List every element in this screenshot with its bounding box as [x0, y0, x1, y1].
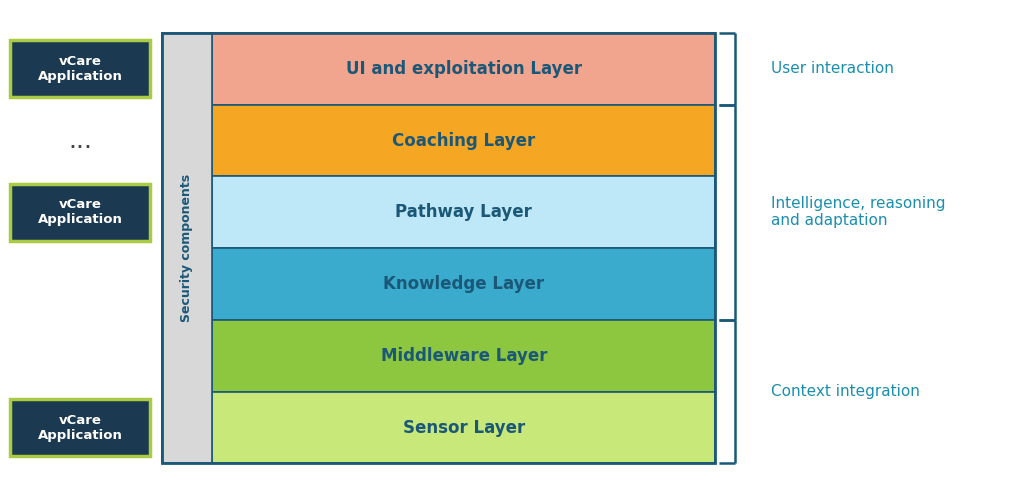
Bar — [162, 33, 212, 464]
Bar — [212, 320, 715, 392]
Bar — [212, 33, 715, 105]
Text: Middleware Layer: Middleware Layer — [381, 347, 547, 365]
Text: Sensor Layer: Sensor Layer — [402, 418, 525, 437]
Bar — [212, 176, 715, 248]
Text: ...: ... — [69, 129, 92, 152]
FancyBboxPatch shape — [10, 184, 151, 241]
Text: vCare
Application: vCare Application — [38, 414, 123, 442]
Text: vCare
Application: vCare Application — [38, 198, 123, 226]
Bar — [162, 33, 715, 464]
Text: Context integration: Context integration — [771, 384, 920, 399]
Text: Intelligence, reasoning
and adaptation: Intelligence, reasoning and adaptation — [771, 196, 945, 228]
Text: Knowledge Layer: Knowledge Layer — [383, 275, 545, 293]
Bar — [212, 105, 715, 176]
Text: User interaction: User interaction — [771, 61, 894, 76]
Text: Security components: Security components — [180, 174, 194, 322]
FancyBboxPatch shape — [10, 399, 151, 456]
Bar — [212, 248, 715, 320]
Text: Coaching Layer: Coaching Layer — [392, 132, 536, 149]
Text: vCare
Application: vCare Application — [38, 55, 123, 83]
FancyBboxPatch shape — [10, 40, 151, 97]
Text: UI and exploitation Layer: UI and exploitation Layer — [346, 60, 582, 78]
Bar — [212, 392, 715, 464]
Text: Pathway Layer: Pathway Layer — [395, 203, 532, 221]
